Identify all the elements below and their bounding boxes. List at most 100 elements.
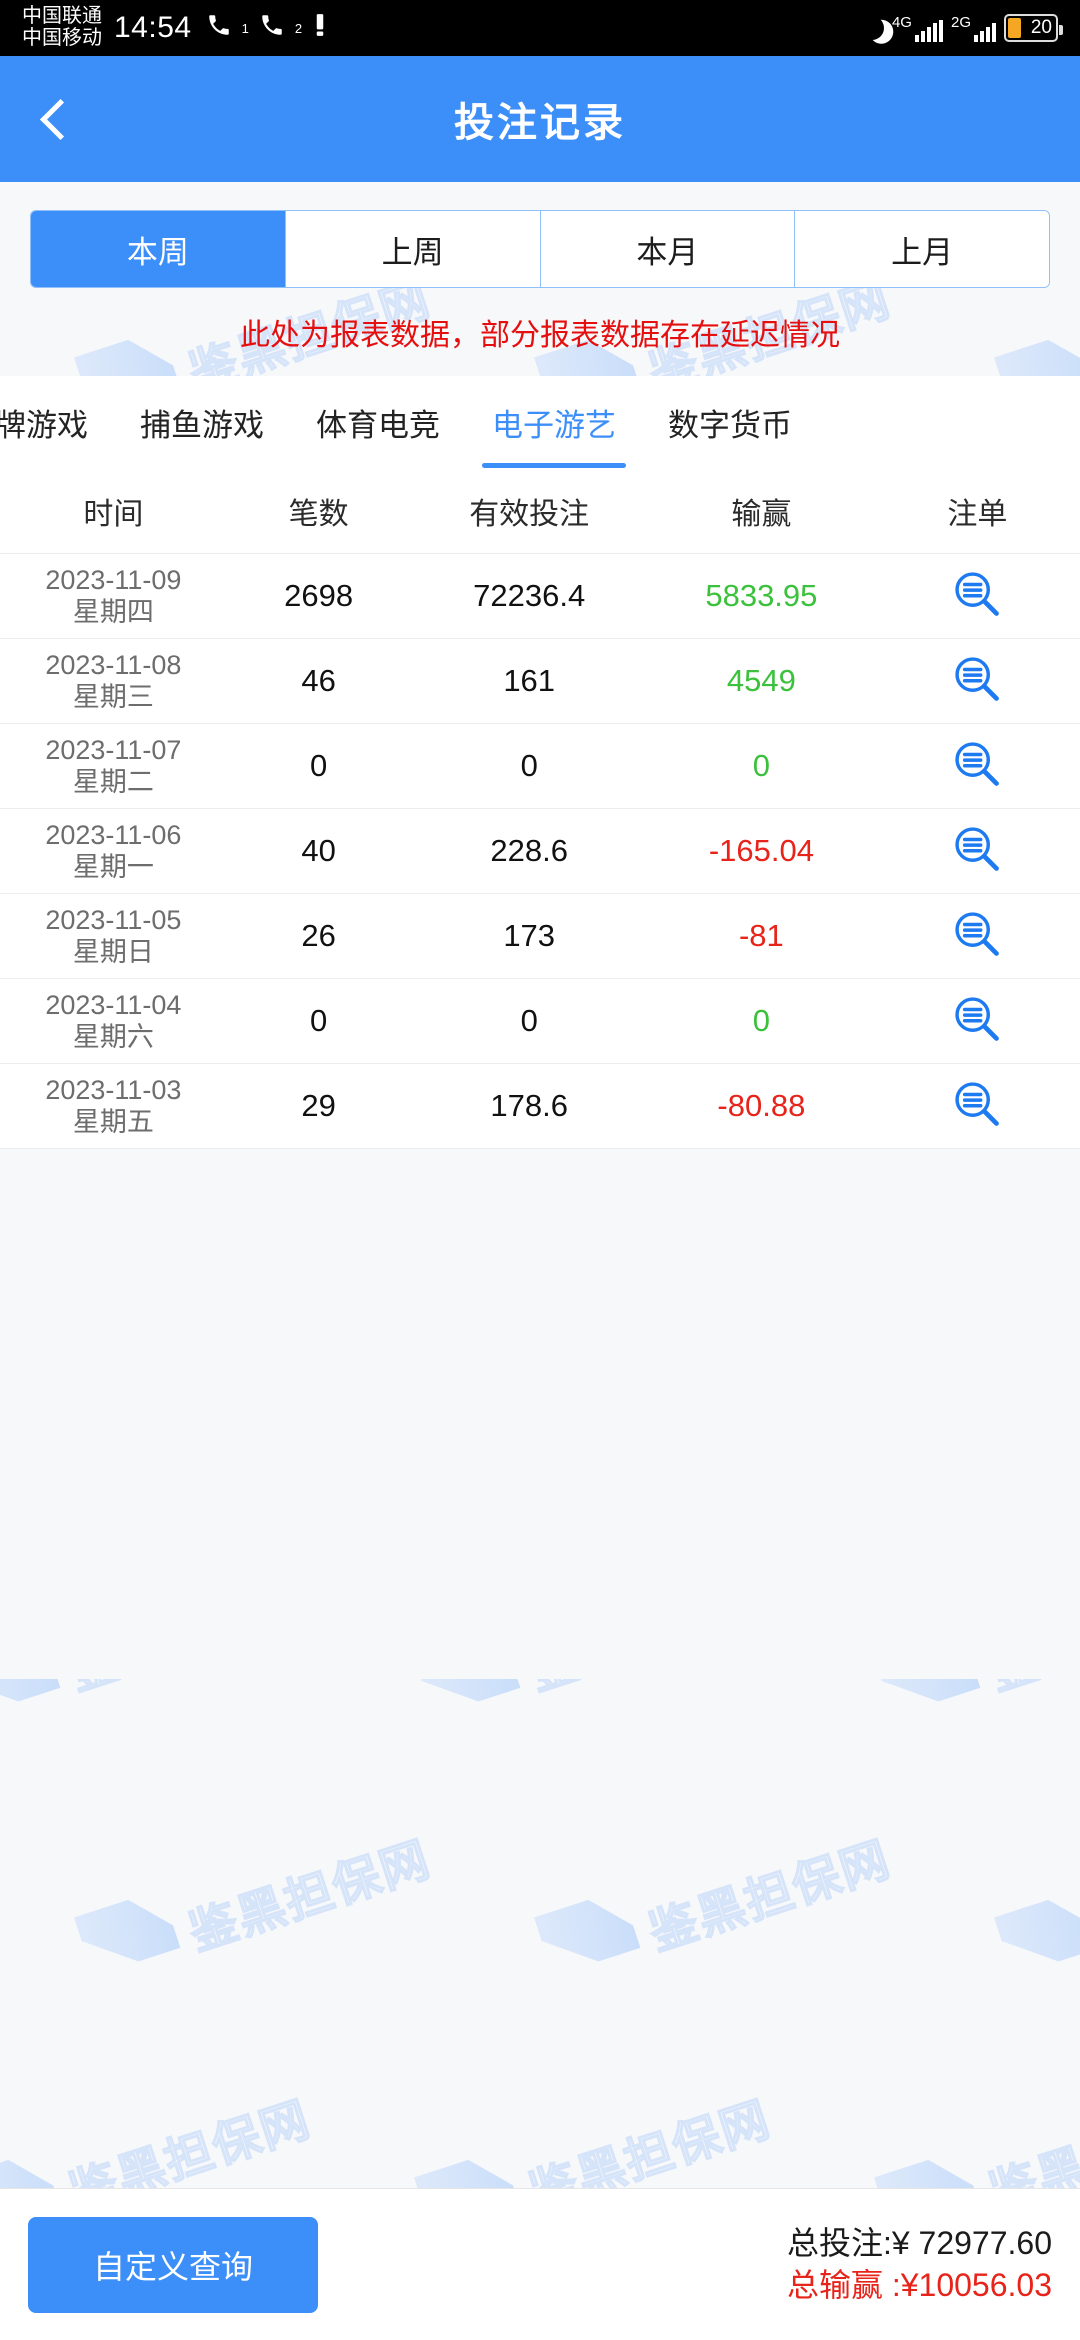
cell-detail[interactable] [875,568,1080,625]
row-date: 2023-11-03 [45,1074,182,1105]
row-date: 2023-11-04 [45,989,182,1020]
period-tab-this-month[interactable]: 本月 [540,211,796,287]
cell-count: 40 [301,833,336,868]
list-search-icon[interactable] [951,908,1003,965]
totals-block: 总投注:¥ 72977.60 总输赢 :¥10056.03 [787,2223,1052,2306]
cell-profit: -165.04 [708,833,814,868]
period-segmented-control: 本周 上周 本月 上月 [30,210,1050,288]
cell-count: 0 [309,1003,328,1038]
tab-sports-esports[interactable]: 体育电竞 [316,407,440,443]
app-header: 投注记录 [0,56,1080,182]
tab-slots[interactable]: 电子游艺 [466,376,642,468]
col-header-time: 时间 [83,497,144,531]
col-header-count: 笔数 [288,497,349,531]
cell-valid-bet: 178.6 [490,1088,568,1123]
total-bet-amount: 总投注:¥ 72977.60 [786,2224,1052,2261]
row-weekday: 星期六 [72,1022,154,1052]
phone-call-icon [206,12,232,44]
row-weekday: 星期二 [72,767,154,797]
carrier-2-label: 中国移动 [22,27,102,49]
table-row: 2023-11-03 星期五 29 178.6 -80.88 [0,1064,1080,1149]
watermark: 鉴黑担保网 [534,1807,902,2008]
net-1-label: 4G [891,13,912,31]
signal-bars-2 [974,20,996,42]
table-row: 2023-11-04 星期六 0 0 0 [0,979,1080,1064]
cell-valid-bet: 0 [520,1003,538,1038]
list-search-icon[interactable] [951,738,1003,795]
carrier-1-label: 中国联通 [22,5,102,28]
page-title: 投注记录 [454,101,626,145]
tab-crypto[interactable]: 数字货币 [668,407,792,443]
total-profit-amount: 总输赢 :¥10056.03 [786,2266,1052,2303]
cell-detail[interactable] [875,823,1080,880]
row-date: 2023-11-08 [45,649,182,680]
status-bar: 中国联通 中国移动 14:54 1 2 4G 2G [0,0,1080,56]
cell-date: 2023-11-06 星期一 [0,819,227,882]
cell-date: 2023-11-09 星期四 [0,565,227,627]
category-tab-bar[interactable]: 棋牌游戏 捕鱼游戏 体育电竞 电子游艺 数字货币 [0,376,1080,468]
carrier-labels: 中国联通 中国移动 [22,6,102,49]
row-weekday: 星期四 [72,597,154,627]
period-tab-this-week[interactable]: 本周 [31,211,286,287]
cell-valid-bet: 72236.4 [473,578,586,613]
phone-call-icon-2 [259,12,285,44]
period-filter: 本周 上周 本月 上月 [0,182,1080,288]
watermark-text: 鉴黑担保网 [182,1832,439,1963]
watermark-text: 鉴黑担保网 [642,1832,899,1963]
cell-valid-bet: 0 [520,748,538,783]
cell-profit: -80.88 [717,1088,806,1123]
tab-card-games[interactable]: 棋牌游戏 [0,407,88,443]
cell-count: 0 [309,748,328,783]
list-search-icon[interactable] [951,993,1003,1050]
back-button[interactable] [34,96,80,142]
row-date: 2023-11-06 [45,819,182,850]
col-header-valid-bet: 有效投注 [469,497,590,531]
row-weekday: 星期一 [72,852,154,882]
status-clock: 14:54 [114,11,192,44]
watermark-logo [994,1888,1080,2009]
cell-count: 46 [301,663,336,698]
cell-detail[interactable] [875,653,1080,710]
cell-date: 2023-11-04 星期六 [0,989,227,1052]
table-row: 2023-11-07 星期二 0 0 0 [0,724,1080,809]
cell-detail[interactable] [875,738,1080,795]
list-search-icon[interactable] [951,823,1003,880]
tab-fishing-games[interactable]: 捕鱼游戏 [140,407,264,443]
cell-detail[interactable] [875,908,1080,965]
cell-detail[interactable] [875,993,1080,1050]
cell-profit: 0 [752,1003,770,1038]
table-row: 2023-11-05 星期日 26 173 -81 [0,894,1080,979]
battery-level: 20 [1030,17,1052,38]
cell-detail[interactable] [875,1078,1080,1135]
cell-profit: 0 [752,748,770,783]
net-2-label: 2G [950,13,971,31]
watermark-logo [534,1888,655,2009]
cell-count: 26 [301,918,336,953]
watermark: 鉴黑担保网 [994,1807,1080,2008]
row-date: 2023-11-07 [45,734,182,765]
signal-bars-1 [914,19,943,42]
cell-date: 2023-11-03 星期五 [0,1074,227,1136]
table-body: 2023-11-09 星期四 2698 72236.4 5833.95 2023… [0,554,1080,1149]
cell-profit: 4549 [726,663,796,698]
row-weekday: 星期三 [72,682,154,712]
table-header-row: 时间 笔数 有效投注 输赢 注单 [0,468,1080,554]
cell-date: 2023-11-05 星期日 [0,904,227,967]
cell-count: 2698 [284,578,354,613]
list-search-icon[interactable] [951,653,1003,710]
battery-icon: 20 [1004,14,1063,42]
list-search-icon[interactable] [951,568,1003,625]
cell-date: 2023-11-08 星期三 [0,649,227,712]
moon-icon [857,13,886,42]
period-tab-last-week[interactable]: 上周 [285,211,541,287]
cell-valid-bet: 161 [503,663,556,698]
list-search-icon[interactable] [951,1078,1003,1135]
signal-2: 2G [951,15,996,42]
row-date: 2023-11-05 [45,904,182,935]
empty-space [0,1149,1080,1679]
row-weekday: 星期日 [72,937,154,967]
period-tab-last-month[interactable]: 上月 [795,211,1049,287]
custom-query-button[interactable]: 自定义查询 [28,2216,318,2313]
cell-count: 29 [301,1088,336,1123]
